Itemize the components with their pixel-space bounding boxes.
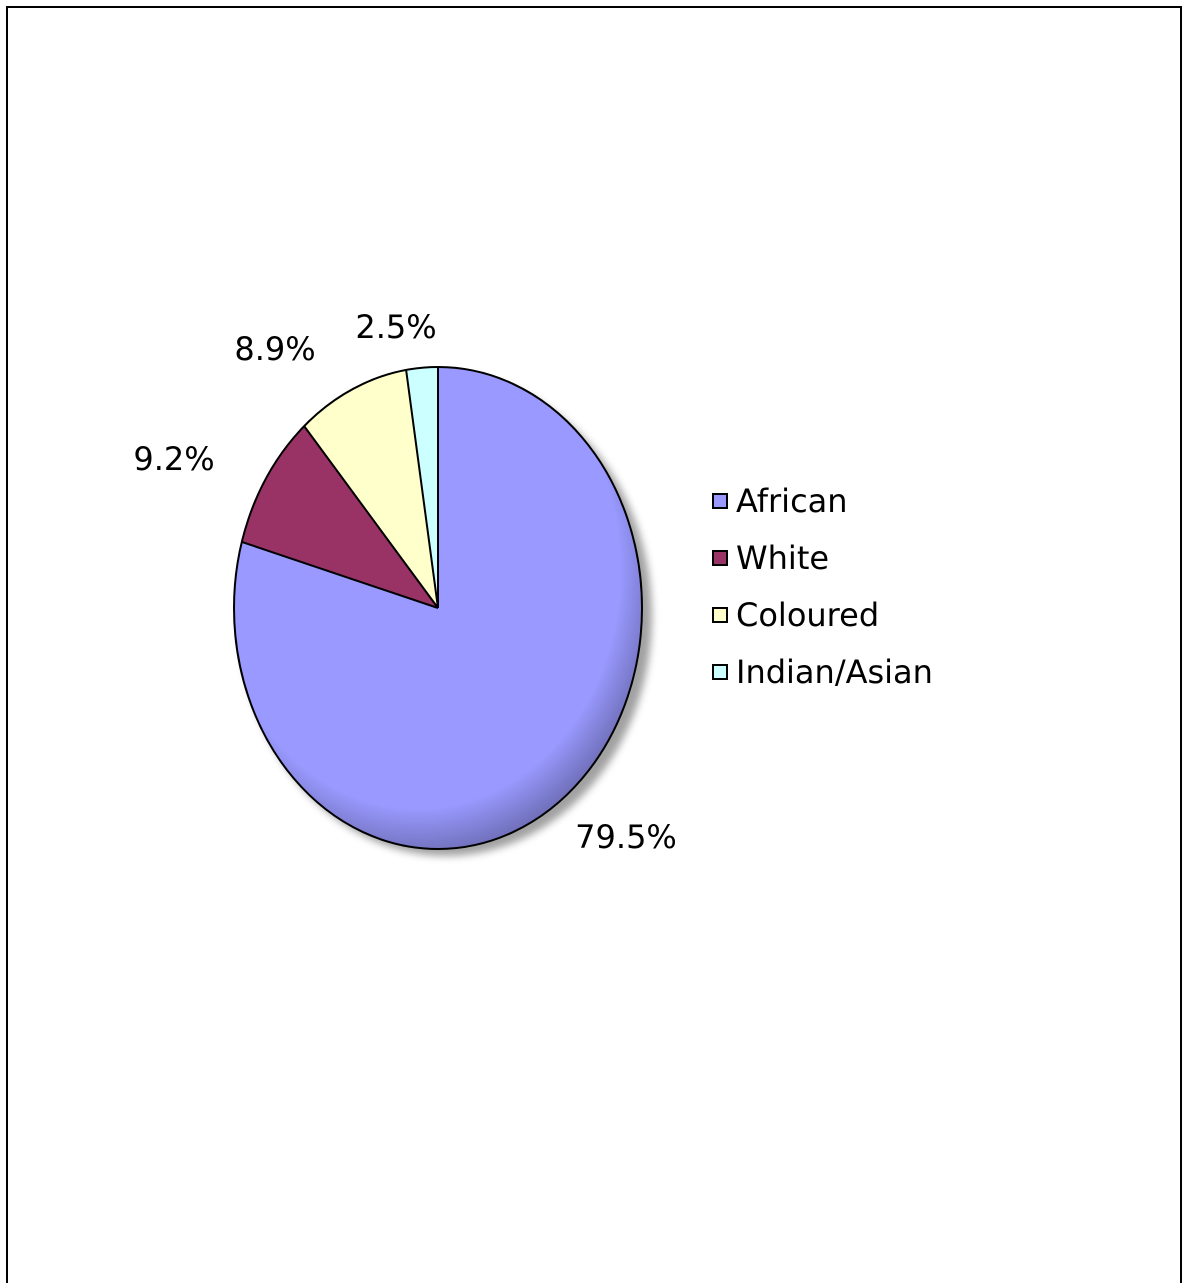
legend-swatch-white xyxy=(712,549,728,566)
legend-label-white: White xyxy=(736,538,830,577)
slice-divider-coloured xyxy=(303,425,439,609)
slice-labels: 79.5% 9.2% 8.9% 2.5% xyxy=(133,308,676,856)
legend: African White Coloured Indian/Asian xyxy=(712,472,933,700)
legend-swatch-coloured xyxy=(712,606,728,623)
slice-label-coloured: 8.9% xyxy=(234,330,315,368)
legend-label-african: African xyxy=(736,481,848,520)
legend-item-african: African xyxy=(712,472,933,529)
slice-divider-white xyxy=(241,540,439,609)
slice-label-african: 79.5% xyxy=(575,818,677,856)
slice-divider-indian-asian xyxy=(405,369,439,609)
legend-label-coloured: Coloured xyxy=(736,595,880,634)
legend-item-white: White xyxy=(712,529,933,586)
legend-label-indian-asian: Indian/Asian xyxy=(736,652,933,691)
legend-swatch-african xyxy=(712,492,728,509)
slice-label-white: 9.2% xyxy=(133,440,214,478)
legend-item-indian-asian: Indian/Asian xyxy=(712,643,933,700)
slice-label-indian-asian: 2.5% xyxy=(355,308,436,346)
legend-item-coloured: Coloured xyxy=(712,586,933,643)
legend-swatch-indian-asian xyxy=(712,663,728,680)
slice-dividers xyxy=(241,367,439,609)
